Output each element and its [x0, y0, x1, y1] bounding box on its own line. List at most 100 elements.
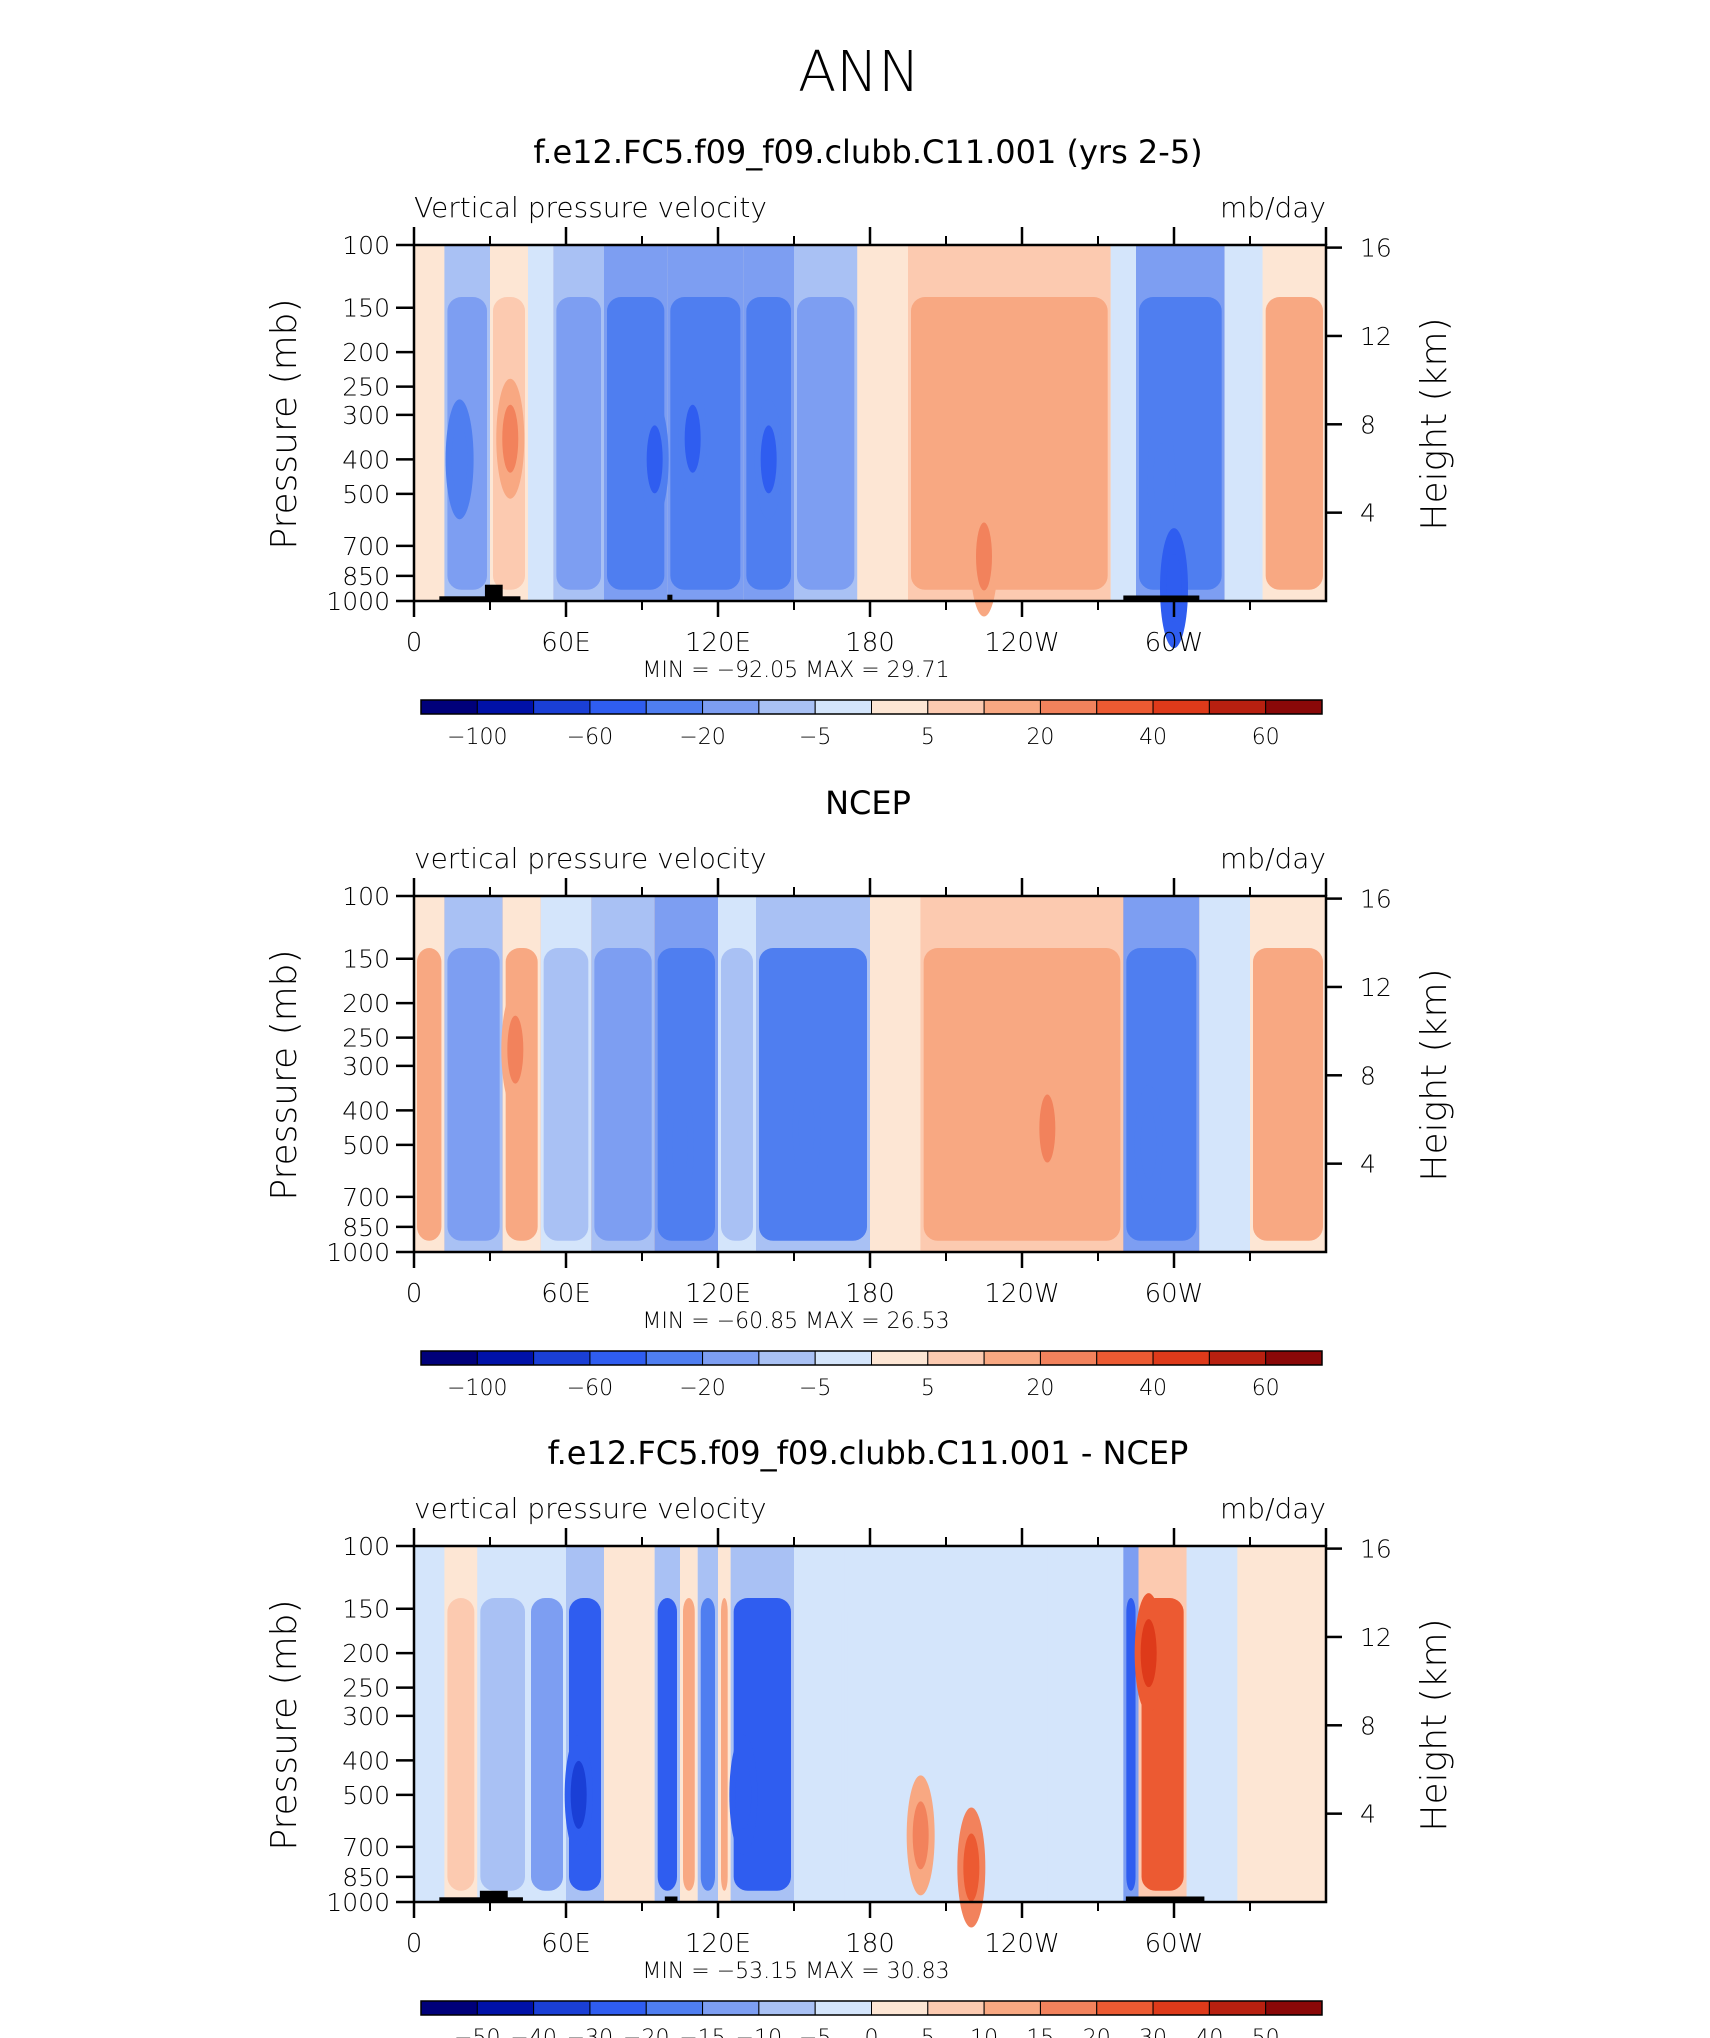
colorbar-swatch	[589, 2000, 647, 2016]
colorbar-swatch	[645, 699, 704, 715]
colorbar-label: 40	[1139, 725, 1167, 750]
contour-band	[556, 297, 601, 590]
y-axis-label-right: Height (km)	[1414, 968, 1455, 1181]
contour-band	[1202, 948, 1247, 1241]
contour-band	[1189, 1598, 1235, 1891]
y-axis-label: Pressure (mb)	[264, 949, 305, 1200]
min-max-stats: MIN = −92.05 MAX = 29.71	[642, 658, 949, 683]
y-tick-label-right: 16	[1360, 234, 1392, 263]
contour-core	[976, 522, 992, 591]
colorbar-label: 20	[1026, 725, 1054, 750]
contour-band	[1126, 1598, 1136, 1891]
colorbar-swatch	[589, 1350, 647, 1366]
colorbar-label: −100	[447, 725, 507, 750]
colorbar-swatch	[871, 2000, 929, 2016]
colorbar-label: 10	[970, 2026, 998, 2038]
y-tick-label-right: 16	[1360, 885, 1392, 914]
contour-band	[847, 1598, 1045, 1891]
colorbar-swatch	[871, 699, 929, 715]
colorbar-label: −40	[510, 2026, 556, 2038]
y-tick-label: 700	[342, 532, 390, 561]
y-tick-label-right: 4	[1360, 499, 1376, 528]
contour-band	[657, 1598, 677, 1891]
contour-band	[417, 297, 442, 590]
colorbar-swatch	[1096, 2000, 1154, 2016]
colorbar-swatch	[758, 1350, 816, 1366]
colorbar-swatch	[1208, 2000, 1267, 2016]
y-tick-label: 150	[342, 294, 390, 323]
panel-subtitle-left: Vertical pressure velocity	[414, 191, 767, 224]
colorbar-label: −100	[447, 1376, 507, 1401]
contour-core	[451, 425, 468, 494]
colorbar-label: 30	[1139, 2026, 1167, 2038]
y-axis-label-right: Height (km)	[1414, 317, 1455, 530]
contour-band	[607, 1598, 652, 1891]
contour-core	[963, 1833, 980, 1902]
colorbar-swatch	[476, 1350, 535, 1366]
y-tick-label: 200	[342, 989, 390, 1018]
x-tick-label: 120E	[685, 1279, 751, 1309]
colorbar-swatch	[645, 2000, 704, 2016]
y-tick-label: 150	[342, 1595, 390, 1624]
contour-band	[1227, 297, 1260, 590]
contour-core	[1039, 1094, 1056, 1163]
y-axis-label: Pressure (mb)	[264, 298, 305, 549]
contour-core	[646, 425, 663, 494]
colorbar-swatch	[1152, 2000, 1210, 2016]
min-max-stats: MIN = −60.85 MAX = 26.53	[642, 1309, 949, 1334]
colorbar-swatch	[927, 1350, 985, 1366]
contour-band	[447, 948, 500, 1241]
x-tick-label: 120W	[984, 628, 1059, 658]
colorbar-label: −50	[454, 2026, 500, 2038]
contour-band	[923, 948, 1121, 1241]
panel-subtitle-left: vertical pressure velocity	[414, 842, 767, 875]
colorbar-label: 20	[1083, 2026, 1111, 2038]
contour-band	[447, 1598, 475, 1891]
y-tick-label: 850	[342, 1863, 390, 1892]
colorbar-swatch	[1265, 2000, 1323, 2016]
contour-band	[594, 948, 652, 1241]
y-tick-label: 250	[342, 1674, 390, 1703]
colorbar-swatch	[702, 1350, 760, 1366]
x-tick-label: 60W	[1145, 1929, 1204, 1959]
colorbar-swatch	[476, 699, 535, 715]
colorbar-swatch	[1039, 1350, 1098, 1366]
contour-band	[531, 1598, 563, 1891]
topography	[1125, 1896, 1205, 1902]
x-tick-label: 180	[845, 1279, 895, 1309]
y-tick-label: 250	[342, 373, 390, 402]
contour-band	[797, 1598, 842, 1891]
colorbar-swatch	[927, 2000, 985, 2016]
y-tick-label: 500	[342, 1131, 390, 1160]
contour-band	[417, 948, 442, 1241]
x-tick-label: 60E	[541, 1279, 591, 1309]
colorbar-swatch	[420, 699, 478, 715]
y-tick-label-right: 4	[1360, 1800, 1376, 1829]
figure-title: ANN	[798, 40, 920, 105]
contour-band	[480, 1598, 525, 1891]
colorbar: −50−40−30−20−15−10−505101520304050	[420, 2000, 1323, 2038]
colorbar-swatch	[533, 699, 591, 715]
y-tick-label: 700	[342, 1833, 390, 1862]
colorbar-label: 5	[921, 1376, 935, 1401]
y-tick-label: 1000	[326, 1888, 390, 1917]
colorbar-swatch	[1039, 699, 1098, 715]
contour-band	[1050, 1598, 1121, 1891]
y-tick-label: 400	[342, 1746, 390, 1775]
y-tick-label-right: 8	[1360, 1711, 1376, 1740]
topography	[667, 594, 673, 601]
colorbar-swatch	[476, 2000, 535, 2016]
colorbar-label: 0	[865, 2026, 879, 2038]
panel-subtitle-right: mb/day	[1220, 1492, 1326, 1525]
colorbar-swatch	[758, 699, 816, 715]
x-tick-label: 0	[406, 1929, 423, 1959]
colorbar-swatch	[1208, 699, 1267, 715]
colorbar-swatch	[420, 2000, 478, 2016]
x-tick-label: 0	[406, 628, 423, 658]
contour-band	[1265, 297, 1323, 590]
y-tick-label: 300	[342, 401, 390, 430]
x-tick-label: 120W	[984, 1279, 1059, 1309]
topography	[439, 596, 521, 601]
